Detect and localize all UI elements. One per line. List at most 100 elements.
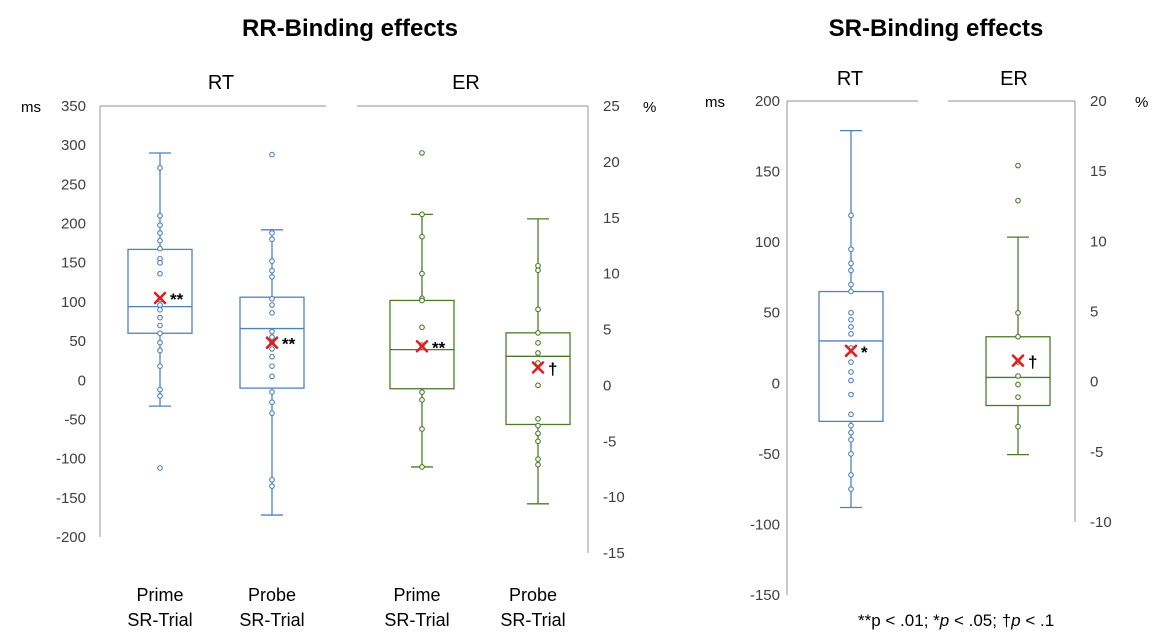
rr-er-tick-label: 5: [603, 322, 611, 339]
rr-rt-tick-label: 300: [61, 137, 86, 154]
rr-rt-tick-label: -50: [64, 411, 86, 428]
rr-rt-tick-label: 50: [69, 333, 86, 350]
rr-rt-box2-data-point: [269, 328, 275, 335]
sr-er-box1-data-point: [1015, 373, 1021, 379]
sr-rt-tick-label: -50: [758, 446, 780, 463]
rr-rt-box1-data-point: [157, 363, 163, 370]
sr-rt-box1-data-point: [848, 472, 854, 478]
sr-rt-box1-significance-label: *: [861, 343, 868, 362]
rr-er-box2-data-point: [535, 422, 541, 429]
rr-rt-box1-data-point: [157, 245, 163, 252]
sr-er-tick-label: -10: [1090, 514, 1112, 531]
rr-rt-box1-mean-marker: [153, 291, 167, 305]
sr-rt-box1-data-point: [848, 451, 854, 457]
rr-rt-box1-data-point: [157, 270, 163, 277]
rr-er-tick-label: 20: [603, 154, 620, 171]
sr-rt-box1-mean-marker: [844, 344, 858, 358]
rr-rt-box2-data-point: [269, 353, 275, 360]
sr-rt-box1-data-point: [848, 281, 854, 288]
rr-er-box2-mean-marker: [531, 361, 545, 374]
sr-er-box1-data-point: [1015, 197, 1021, 204]
rr-er-box1-data-point: [419, 233, 425, 240]
sr-er-tick-label: 20: [1090, 93, 1107, 110]
sr-er-unit-label: %: [1135, 94, 1148, 111]
rr-rt-box1-data-point: [157, 165, 163, 171]
rr-probe-category-label: Probe: [248, 585, 296, 605]
rr-er-box1-data-point: [419, 324, 425, 331]
rr-er-box1-data-point: [419, 426, 425, 432]
rr-er-box2-significance-label: †: [548, 359, 557, 378]
rr-rt-box2-data-point: [269, 483, 275, 489]
rr-rt-box1-data-point: [157, 259, 163, 266]
rr-er-tick-label: 15: [603, 210, 620, 227]
rr-rt-box2-data-point: [269, 476, 275, 483]
rr-er-box2-data-point: [535, 330, 541, 336]
sr-rt-box1-data-point: [848, 422, 854, 429]
rr-er-box1-data-point: [419, 270, 425, 277]
er-probe-category-sublabel: SR-Trial: [500, 610, 565, 630]
rr-rt-box1-data-point: [157, 393, 163, 399]
sr-panel-title: SR-Binding effects: [829, 15, 1044, 42]
sr-er-box1-data-point: [1015, 394, 1021, 400]
rr-rt-box1-data-point: [157, 339, 163, 346]
sr-er-box1-data-point: [1015, 310, 1021, 316]
rr-er-tick-label: 25: [603, 98, 620, 115]
sr-er-section-label: ER: [1000, 68, 1028, 90]
rr-er-box2-data-point: [535, 350, 541, 356]
rr-rt-box2-data-point: [269, 295, 275, 302]
rr-er-unit-label: %: [643, 99, 656, 116]
rr-er-box2-data-point: [535, 416, 541, 422]
sr-rt-tick-label: -150: [750, 587, 780, 604]
rr-rt-box2-data-point: [269, 399, 275, 406]
rr-er-tick-label: -10: [603, 489, 625, 506]
rr-rt-box2-mean-marker: [265, 336, 279, 349]
sr-rt-tick-label: 0: [772, 375, 780, 392]
rr-rt-box1-data-point: [157, 322, 163, 329]
sr-rt-tick-label: -100: [750, 516, 780, 533]
rr-er-box2-data-point: [535, 456, 541, 462]
rr-er-box2-data-point: [535, 430, 541, 437]
rr-rt-box2-data-point: [269, 389, 275, 395]
rr-er-box2-data-point: [535, 267, 541, 274]
sr-rt-box1-data-point: [848, 246, 854, 253]
rr-rt-section-label: RT: [208, 72, 234, 94]
sr-rt-box1-data-point: [848, 429, 854, 436]
rr-rt-box1-data-point: [157, 222, 163, 228]
sr-er-box1-data-point: [1015, 162, 1021, 169]
sr-rt-box1-data-point: [848, 288, 854, 295]
rr-er-box2-data-point: [535, 382, 541, 389]
rr-er-tick-label: -5: [603, 433, 616, 450]
rr-rt-box2-data-point: [269, 363, 275, 370]
sr-rt-box1-data-point: [848, 331, 854, 337]
rr-er-box2-data-point: [535, 438, 541, 445]
sr-er-box1-data-point: [1015, 423, 1021, 430]
rr-er-box1-data-point: [419, 211, 425, 218]
rr-er-box1-significance-label: **: [432, 338, 446, 357]
rr-rt-tick-label: 0: [78, 372, 86, 389]
rr-rt-box2-data-point: [269, 373, 275, 380]
rr-er-box1-mean-marker: [415, 339, 429, 353]
rr-er-box2-data-point: [535, 461, 541, 468]
rr-er-tick-label: -15: [603, 545, 625, 562]
sr-rt-section-label: RT: [837, 68, 863, 90]
sr-rt-box1-data-point: [848, 212, 854, 219]
rr-rt-box1-data-point: [157, 306, 163, 313]
rr-rt-box1-data-point: [157, 347, 163, 354]
rr-rt-box1-significance-label: **: [170, 290, 184, 309]
rr-er-section-label: ER: [452, 72, 480, 94]
rr-probe-category-sublabel: SR-Trial: [239, 610, 304, 630]
sr-rt-box1-data-point: [848, 369, 854, 375]
rr-rt-tick-label: -150: [56, 490, 86, 507]
rr-rt-box1-data-point: [157, 386, 163, 393]
sr-rt-unit-label: ms: [705, 94, 725, 111]
sr-rt-tick-label: 150: [755, 164, 780, 181]
rr-rt-box2-data-point: [269, 258, 275, 265]
significance-footnote: **p < .01; *p < .05; †p < .1: [858, 611, 1054, 630]
rr-rt-box2-data-point: [269, 334, 275, 341]
rr-er-tick-label: 10: [603, 266, 620, 283]
sr-rt-box1-data-point: [848, 323, 854, 330]
rr-rt-box1-data-point: [157, 330, 163, 337]
rr-rt-box1-data-point: [157, 230, 163, 236]
rr-panel-title: RR-Binding effects: [242, 15, 458, 42]
